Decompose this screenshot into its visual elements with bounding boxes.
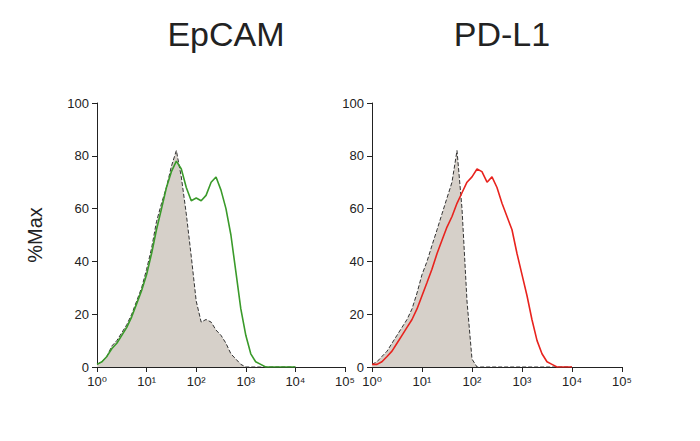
svg-text:60: 60 [75,201,89,216]
svg-text:PD-L1: PD-L1 [454,15,550,53]
svg-text:10¹: 10¹ [137,374,156,389]
svg-text:40: 40 [75,254,89,269]
svg-text:10⁰: 10⁰ [362,374,382,389]
svg-text:10⁴: 10⁴ [562,374,582,389]
svg-text:80: 80 [350,148,364,163]
svg-text:10⁵: 10⁵ [612,374,632,389]
svg-text:0: 0 [357,360,364,375]
svg-text:60: 60 [350,201,364,216]
svg-text:10¹: 10¹ [413,374,432,389]
svg-text:20: 20 [350,307,364,322]
svg-text:10⁰: 10⁰ [87,374,107,389]
svg-text:40: 40 [350,254,364,269]
svg-text:EpCAM: EpCAM [167,15,284,53]
svg-text:10²: 10² [187,374,206,389]
svg-text:0: 0 [82,360,89,375]
svg-text:10³: 10³ [513,374,532,389]
svg-text:10⁴: 10⁴ [285,374,305,389]
svg-text:100: 100 [342,96,364,111]
svg-text:10²: 10² [463,374,482,389]
svg-text:10⁵: 10⁵ [335,374,355,389]
svg-text:80: 80 [75,148,89,163]
svg-text:100: 100 [67,96,89,111]
svg-text:20: 20 [75,307,89,322]
svg-text:%Max: %Max [24,207,46,263]
svg-text:10³: 10³ [236,374,255,389]
